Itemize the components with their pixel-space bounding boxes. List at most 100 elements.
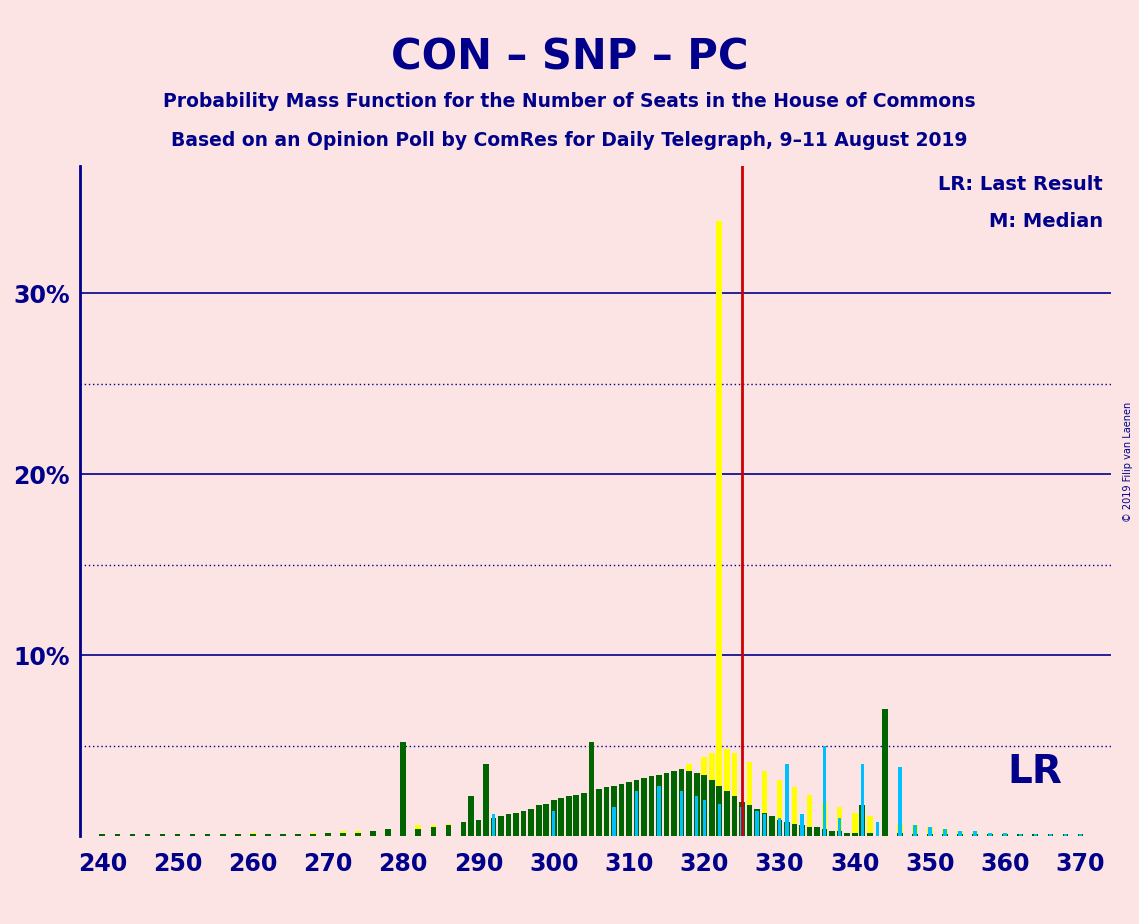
Bar — [687, 764, 693, 836]
Bar — [838, 818, 842, 836]
Bar — [731, 796, 737, 836]
Bar — [521, 811, 526, 836]
Bar — [249, 833, 255, 836]
Bar — [535, 811, 541, 836]
Bar — [1063, 834, 1068, 836]
Bar — [974, 831, 977, 836]
Bar — [145, 834, 150, 836]
Bar — [612, 785, 616, 836]
Bar — [506, 814, 511, 836]
Bar — [1018, 834, 1022, 836]
Bar — [431, 827, 436, 836]
Bar — [716, 221, 722, 836]
Bar — [145, 834, 150, 836]
Bar — [958, 831, 961, 836]
Bar — [763, 814, 767, 836]
Bar — [326, 833, 330, 836]
Bar — [860, 806, 865, 836]
Bar — [460, 821, 466, 836]
Bar — [861, 764, 863, 836]
Bar — [641, 778, 647, 836]
Bar — [718, 804, 721, 836]
Bar — [626, 782, 632, 836]
Bar — [115, 834, 121, 836]
Bar — [235, 834, 240, 836]
Bar — [754, 809, 760, 836]
Bar — [612, 791, 616, 836]
Bar — [778, 818, 781, 836]
Bar — [130, 834, 136, 836]
Bar — [99, 834, 105, 836]
Bar — [370, 831, 376, 836]
Bar — [528, 809, 534, 836]
Bar — [784, 821, 789, 836]
Bar — [431, 825, 436, 836]
Bar — [551, 800, 557, 836]
Bar — [702, 757, 707, 836]
Bar — [988, 834, 993, 836]
Bar — [604, 787, 609, 836]
Text: © 2019 Filip van Laenen: © 2019 Filip van Laenen — [1123, 402, 1132, 522]
Bar — [746, 806, 752, 836]
Bar — [762, 813, 768, 836]
Bar — [491, 818, 497, 836]
Text: M: Median: M: Median — [989, 212, 1103, 231]
Bar — [633, 780, 639, 836]
Bar — [928, 827, 932, 836]
Text: LR: Last Result: LR: Last Result — [939, 176, 1103, 194]
Bar — [762, 771, 768, 836]
Bar — [852, 813, 858, 836]
Bar — [829, 831, 835, 836]
Bar — [401, 742, 407, 836]
Bar — [1032, 834, 1038, 836]
Bar — [716, 785, 722, 836]
Bar — [445, 823, 451, 836]
Bar — [634, 791, 638, 836]
Bar — [801, 814, 804, 836]
Bar — [739, 802, 745, 836]
Bar — [973, 833, 978, 836]
Bar — [695, 796, 698, 836]
Bar — [341, 831, 346, 836]
Bar — [280, 834, 286, 836]
Bar — [159, 834, 165, 836]
Bar — [596, 796, 601, 836]
Bar — [746, 762, 752, 836]
Bar — [476, 820, 482, 836]
Bar — [671, 771, 677, 836]
Bar — [942, 829, 948, 836]
Bar — [1064, 834, 1067, 836]
Bar — [989, 833, 992, 836]
Bar — [190, 834, 196, 836]
Bar — [649, 776, 655, 836]
Bar — [543, 804, 549, 836]
Bar — [913, 825, 917, 836]
Bar — [574, 795, 579, 836]
Bar — [1003, 833, 1007, 836]
Text: LR: LR — [1008, 753, 1063, 791]
Bar — [558, 798, 564, 836]
Bar — [589, 742, 595, 836]
Bar — [912, 834, 918, 836]
Bar — [708, 780, 714, 836]
Bar — [898, 833, 903, 836]
Bar — [596, 789, 601, 836]
Bar — [401, 827, 407, 836]
Bar — [988, 833, 993, 836]
Bar — [220, 834, 226, 836]
Bar — [641, 782, 647, 836]
Bar — [551, 808, 557, 836]
Bar — [702, 774, 707, 836]
Bar — [1077, 834, 1083, 836]
Bar — [724, 791, 730, 836]
Bar — [755, 811, 759, 836]
Bar — [295, 834, 301, 836]
Bar — [899, 768, 902, 836]
Bar — [99, 834, 105, 836]
Bar — [694, 772, 699, 836]
Bar — [1063, 834, 1068, 836]
Bar — [159, 834, 165, 836]
Bar — [483, 764, 489, 836]
Bar — [814, 827, 820, 836]
Bar — [708, 753, 714, 836]
